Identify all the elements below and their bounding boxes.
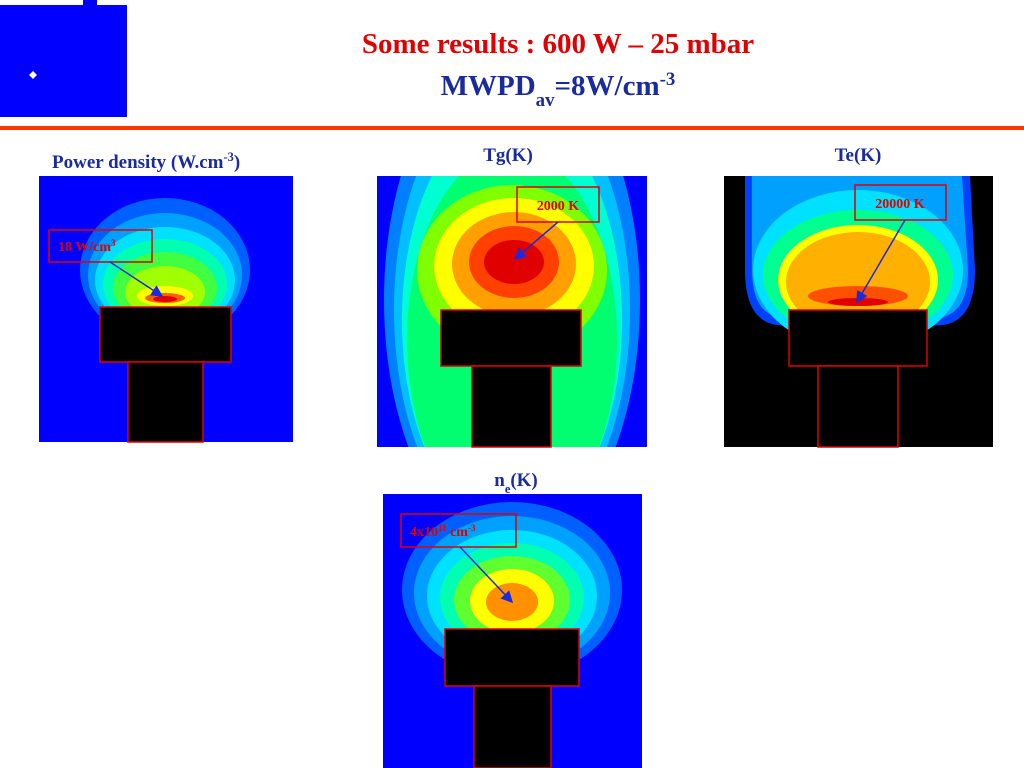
tg-plot xyxy=(377,176,647,448)
text-part: MWPD xyxy=(441,70,536,102)
slide-title: Some results : 600 W – 25 mbar xyxy=(362,28,754,60)
panel-title: Power density (W.cm-3) xyxy=(52,150,240,173)
text-part: 3 xyxy=(111,238,116,248)
annotation-box xyxy=(48,229,153,263)
text-part: cm xyxy=(447,525,469,540)
annotation-arrow xyxy=(459,546,514,604)
annotation: 2000 K xyxy=(537,199,580,214)
text-part: 11 xyxy=(438,523,447,533)
text-part: Power density (W.cm xyxy=(52,152,224,173)
logo xyxy=(0,0,127,117)
text-part: 4x10 xyxy=(410,525,438,540)
text-part: -3 xyxy=(224,150,234,164)
annotation: 4x1011 cm-3 xyxy=(410,523,476,540)
text-part: e xyxy=(505,482,511,496)
text-part: 18 W/cm xyxy=(58,240,111,255)
divider xyxy=(0,126,1024,130)
text-part: av xyxy=(536,90,555,111)
panel-title: Tg(K) xyxy=(483,145,533,166)
power-density-plot xyxy=(39,176,293,443)
text-part: -3 xyxy=(468,523,476,533)
annotation-arrow xyxy=(513,221,559,260)
annotation: 18 W/cm3 xyxy=(58,238,116,255)
annotation: 20000 K xyxy=(875,197,925,212)
text-part: =8W/cm xyxy=(555,70,660,102)
slide-subtitle: MWPDav=8W/cm-3 xyxy=(441,69,676,111)
annotation-box xyxy=(854,184,947,221)
panel-title: ne(K) xyxy=(494,470,538,496)
panel-title: Te(K) xyxy=(835,145,882,166)
annotation-arrow xyxy=(109,261,164,297)
text-part: -3 xyxy=(660,69,676,90)
text-part: ) xyxy=(234,152,240,173)
annotation-box xyxy=(400,513,517,548)
annotation-arrow xyxy=(856,219,906,304)
text-part: n xyxy=(494,470,505,491)
text-part: (K) xyxy=(510,470,537,491)
te-plot xyxy=(724,176,993,448)
